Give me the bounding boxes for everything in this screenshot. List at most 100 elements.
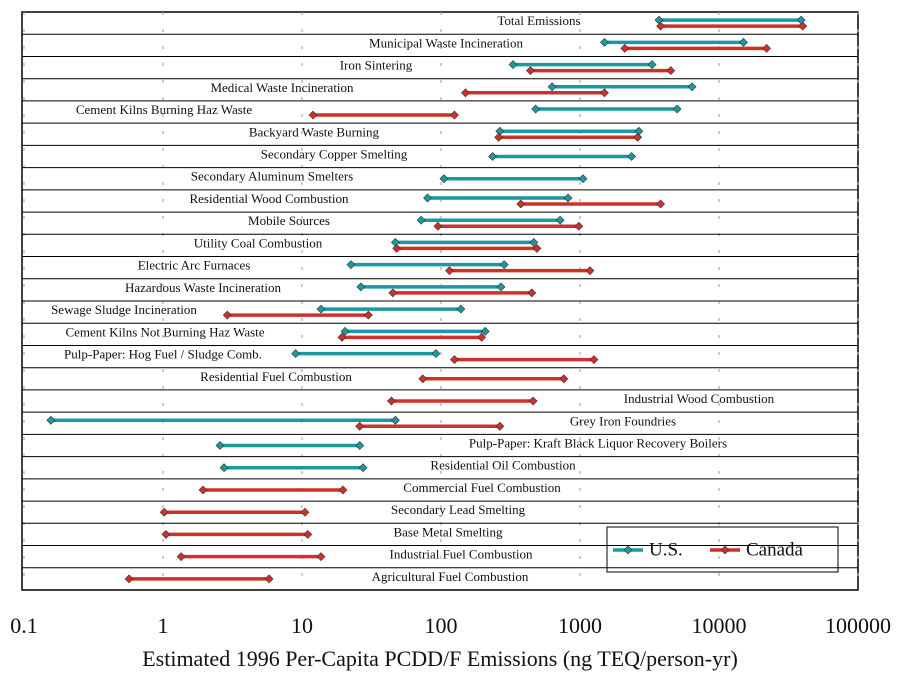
category-label: Commercial Fuel Combustion <box>403 480 561 495</box>
range-end <box>46 415 56 425</box>
range-end <box>355 441 365 450</box>
category-label: Electric Arc Furnaces <box>138 258 251 273</box>
range-end <box>516 199 526 209</box>
legend-label: U.S. <box>649 539 683 560</box>
category-label: Residential Oil Combustion <box>430 458 576 473</box>
category-label: Sewage Sludge Incineration <box>51 302 197 317</box>
category-label: Grey Iron Foundries <box>570 413 676 428</box>
legend-box <box>606 526 839 573</box>
range-end <box>316 552 326 562</box>
range-end <box>627 152 637 161</box>
range-end <box>666 66 676 76</box>
range-end <box>528 396 538 406</box>
range-end <box>161 529 171 539</box>
range-end <box>198 485 208 495</box>
range-end <box>363 310 373 320</box>
range-end <box>355 421 365 431</box>
range-end <box>647 60 657 70</box>
range-end <box>656 199 666 209</box>
range-end <box>445 266 454 276</box>
category-label: Industrial Fuel Combustion <box>390 547 534 562</box>
range-end <box>291 349 301 359</box>
category-label: Residential Fuel Combustion <box>200 369 352 384</box>
range-end <box>585 266 595 276</box>
range-end <box>340 326 350 336</box>
range-end <box>418 374 428 384</box>
legend: U.S. Canada <box>606 526 839 573</box>
category-label: Secondary Copper Smelting <box>261 146 408 161</box>
range-end <box>526 66 535 76</box>
range-end <box>390 415 400 425</box>
range-end <box>477 332 487 342</box>
category-label: Backyard Waste Burning <box>249 124 380 139</box>
legend-marker <box>720 545 730 555</box>
range-end <box>264 574 274 584</box>
range-end <box>547 82 557 92</box>
category-label: Pulp-Paper: Kraft Black Liquor Recovery … <box>469 435 727 450</box>
range-end <box>338 485 348 495</box>
range-end <box>480 326 490 336</box>
x-tick-label: 100 <box>425 613 458 638</box>
legend-label: Canada <box>746 539 804 560</box>
range-end <box>488 152 498 161</box>
legend-marker <box>623 545 633 555</box>
range-end <box>499 260 509 270</box>
range-end <box>219 463 229 473</box>
range-end <box>390 237 400 247</box>
range-end <box>687 82 697 92</box>
range-end <box>589 355 599 365</box>
category-label: Industrial Wood Combustion <box>624 391 775 406</box>
x-tick-label: 1 <box>158 613 169 638</box>
range-end <box>559 374 569 384</box>
range-end <box>303 529 313 539</box>
range-end <box>222 310 232 320</box>
range-end <box>600 88 609 98</box>
x-tick-label: 0.1 <box>10 613 38 638</box>
category-label: Cement Kilns Not Burning Haz Waste <box>65 324 264 339</box>
category-label: Cement Kilns Burning Haz Waste <box>76 102 253 117</box>
range-end <box>762 43 772 53</box>
range-end <box>620 43 630 53</box>
range-end <box>563 193 573 203</box>
range-end <box>672 104 682 114</box>
category-label: Medical Waste Incineration <box>210 80 354 95</box>
range-end <box>527 288 537 298</box>
range-end <box>215 441 225 450</box>
category-label: Hazardous Waste Incineration <box>125 280 282 295</box>
range-end <box>798 21 808 31</box>
range-end <box>456 304 466 314</box>
category-label: Total Emissions <box>497 13 580 28</box>
category-label: Agricultural Fuel Combustion <box>372 569 529 584</box>
range-end <box>633 132 643 142</box>
category-label: Iron Sintering <box>340 58 413 73</box>
x-axis-label: Estimated 1996 Per-Capita PCDD/F Emissio… <box>142 646 738 671</box>
range-end <box>574 221 584 231</box>
x-tick-label: 10000 <box>692 613 747 638</box>
range-end <box>578 174 588 184</box>
range-end <box>450 110 459 120</box>
range-end <box>433 221 443 231</box>
x-tick-label: 1000 <box>558 613 602 638</box>
category-label: Secondary Aluminum Smelters <box>191 169 353 184</box>
category-label: Municipal Waste Incineration <box>369 35 523 50</box>
range-end <box>356 282 366 292</box>
range-end <box>532 243 542 253</box>
category-label: Secondary Lead Smelting <box>391 502 526 517</box>
range-end <box>392 243 402 253</box>
range-end <box>461 88 470 98</box>
range-end <box>388 288 398 298</box>
range-end <box>308 110 318 120</box>
range-end <box>431 349 441 359</box>
range-end <box>300 507 310 517</box>
range-end <box>176 552 186 562</box>
range-end <box>531 104 541 114</box>
range-end <box>316 304 326 314</box>
range-end <box>416 215 426 225</box>
category-label: Base Metal Smelting <box>393 524 503 539</box>
range-end <box>656 21 666 31</box>
range-end <box>387 396 396 406</box>
range-end <box>346 260 356 270</box>
range-end <box>495 421 505 431</box>
range-end <box>494 132 504 142</box>
